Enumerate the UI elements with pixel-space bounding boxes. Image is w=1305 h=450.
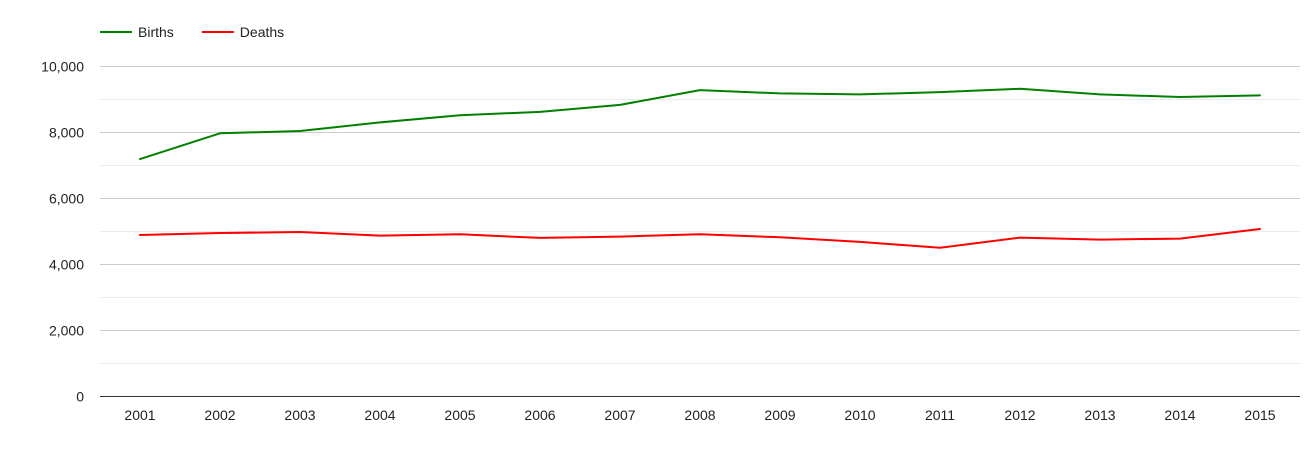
x-tick-label: 2001 — [124, 407, 155, 423]
x-tick-label: 2015 — [1244, 407, 1275, 423]
legend-label-deaths: Deaths — [240, 24, 284, 40]
x-tick-label: 2009 — [764, 407, 795, 423]
x-tick-label: 2004 — [364, 407, 395, 423]
y-tick-label: 4,000 — [49, 257, 84, 273]
x-tick-label: 2012 — [1004, 407, 1035, 423]
series-line-deaths — [139, 228, 1261, 249]
grid-lines — [100, 66, 1300, 364]
legend-label-births: Births — [138, 24, 174, 40]
x-axis: 2001 2002 2003 2004 2005 2006 2007 2008 2009 2010… — [100, 396, 1300, 423]
x-tick-label: 2014 — [1164, 407, 1195, 423]
series-lines — [139, 87, 1261, 249]
x-tick-label: 2002 — [204, 407, 235, 423]
x-tick-label: 2011 — [925, 407, 955, 423]
x-tick-label: 2005 — [444, 407, 475, 423]
y-tick-label: 0 — [76, 389, 84, 405]
y-tick-label: 2,000 — [49, 323, 84, 339]
y-tick-label: 10,000 — [41, 59, 84, 75]
legend: Births Deaths — [100, 24, 284, 40]
y-axis: 0 2,000 4,000 6,000 8,000 10,000 — [41, 59, 84, 405]
series-line-births — [139, 87, 1261, 161]
x-tick-label: 2007 — [604, 407, 635, 423]
x-tick-label: 2003 — [284, 407, 315, 423]
y-tick-label: 6,000 — [49, 191, 84, 207]
x-tick-label: 2008 — [684, 407, 715, 423]
y-tick-label: 8,000 — [49, 125, 84, 141]
x-tick-label: 2010 — [844, 407, 875, 423]
x-tick-label: 2006 — [524, 407, 555, 423]
x-tick-label: 2013 — [1084, 407, 1115, 423]
